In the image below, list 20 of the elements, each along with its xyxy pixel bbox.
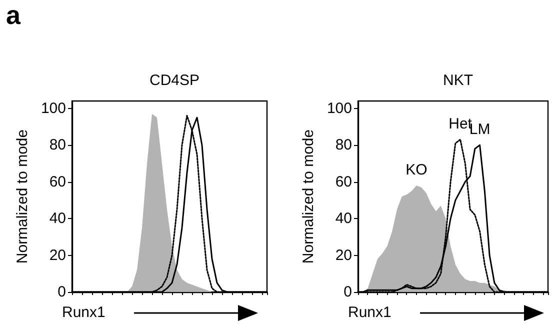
y-tick-label: 40	[49, 210, 66, 228]
y-tick-label: 80	[49, 136, 66, 154]
y-tick-label: 60	[49, 173, 66, 190]
y-tick-label: 40	[335, 210, 352, 228]
x-axis-title: Runx1	[348, 304, 392, 321]
y-tick-label: 100	[40, 100, 66, 117]
y-tick-label: 0	[58, 284, 66, 300]
y-axis-title: Normalized to mode	[14, 129, 32, 264]
y-tick-label: 100	[326, 100, 352, 117]
y-axis-title: Normalized to mode	[300, 129, 318, 264]
series-label: KO	[406, 161, 428, 178]
y-tick-label: 20	[49, 246, 66, 264]
y-tick-label: 20	[335, 246, 352, 264]
y-tick-label: 60	[335, 173, 352, 190]
chart-title: NKT	[443, 72, 473, 89]
chart-title: CD4SP	[149, 72, 200, 89]
y-tick-label: 0	[344, 284, 352, 300]
x-axis-title: Runx1	[62, 304, 106, 321]
text: a	[6, 0, 21, 30]
y-tick-label: 80	[335, 136, 352, 154]
